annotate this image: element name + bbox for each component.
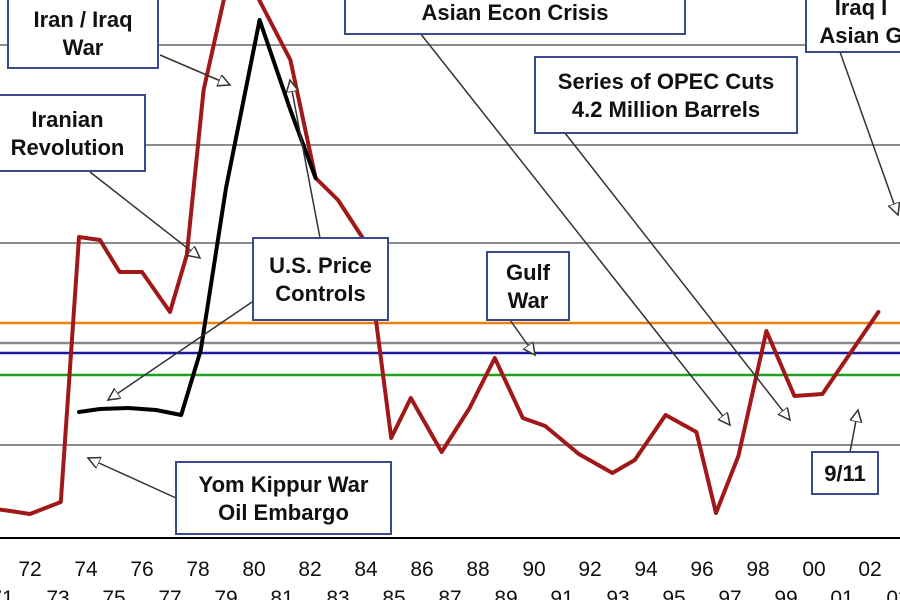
annotation-us-price-controls: U.S. Price Controls	[252, 237, 389, 321]
x-tick-label-upper-78: 78	[186, 558, 209, 581]
x-tick-label-upper-92: 92	[578, 558, 601, 581]
x-tick-label-upper-90: 90	[522, 558, 545, 581]
annotation-iran-iraq-war-text-1: War	[63, 35, 104, 60]
x-tick-label-lower-95: 95	[662, 587, 685, 600]
annotation-arrows	[88, 32, 898, 499]
annotation-opec-cuts-text-0: Series of OPEC Cuts	[558, 69, 774, 94]
annotation-iran-iraq-war-text-0: Iran / Iraq	[33, 7, 132, 32]
x-tick-label-lower-91: 91	[550, 587, 573, 600]
x-tick-label-lower-01: 01	[830, 587, 853, 600]
x-tick-label-lower-81: 81	[270, 587, 293, 600]
annotation-yom-kippur: Yom Kippur War Oil Embargo	[175, 461, 392, 535]
annotation-arrow-2	[419, 32, 730, 425]
series-line-controlled	[77, 18, 318, 417]
annotation-opec-cuts: Series of OPEC Cuts 4.2 Million Barrels	[534, 56, 798, 134]
annotation-us-price-controls-text-1: Controls	[275, 281, 365, 306]
annotation-arrow-9	[849, 410, 858, 453]
x-tick-label-lower-75: 75	[102, 587, 125, 600]
annotation-iranian-revolution: Iranian Revolution	[0, 94, 146, 172]
x-tick-label-upper-94: 94	[634, 558, 658, 581]
x-tick-label-lower-73: 73	[46, 587, 69, 600]
annotation-asian-econ-crisis-text-0: Asian Econ Crisis	[421, 0, 608, 25]
gridlines	[0, 44, 900, 446]
x-tick-label-lower-87: 87	[438, 587, 461, 600]
x-tick-label-upper-96: 96	[690, 558, 713, 581]
x-tick-label-upper-02: 02	[858, 558, 881, 581]
x-tick-label-lower-93: 93	[606, 587, 629, 600]
annotation-yom-kippur-text-0: Yom Kippur War	[199, 472, 369, 497]
x-tick-label-lower-71: 71	[0, 587, 14, 600]
data-series	[0, 0, 881, 516]
annotation-arrow-6	[108, 301, 253, 400]
annotation-arrow-5	[290, 80, 321, 239]
annotation-opec-cuts-text-1: 4.2 Million Barrels	[572, 97, 760, 122]
annotation-iraq-asian-text-1: Asian G	[819, 23, 900, 48]
x-tick-label-upper-76: 76	[130, 558, 153, 581]
x-tick-label-lower-79: 79	[214, 587, 237, 600]
x-tick-label-upper-98: 98	[746, 558, 769, 581]
annotation-arrow-3	[564, 132, 790, 420]
x-tick-label-upper-80: 80	[242, 558, 265, 581]
annotation-arrow-8	[88, 458, 177, 499]
annotation-911: 9/11	[811, 451, 879, 495]
x-tick-label-lower-03: 03	[886, 587, 900, 600]
annotation-iraq-asian-text-0: Iraq I	[835, 0, 888, 20]
x-tick-label-lower-89: 89	[494, 587, 517, 600]
annotation-arrow-4	[839, 51, 898, 215]
annotation-iran-iraq-war: Iran / Iraq War	[7, 0, 159, 69]
annotation-iranian-revolution-text-0: Iranian	[31, 107, 103, 132]
reference-lines	[0, 321, 900, 377]
annotation-gulf-war-text-0: Gulf	[506, 260, 551, 285]
x-tick-label-upper-72: 72	[18, 558, 41, 581]
annotation-yom-kippur-text-1: Oil Embargo	[218, 500, 349, 525]
x-tick-label-upper-84: 84	[354, 558, 378, 581]
annotation-asian-econ-crisis: Asian Econ Crisis	[344, 0, 686, 35]
annotation-arrow-0	[159, 54, 230, 85]
x-tick-label-upper-74: 74	[74, 558, 98, 581]
annotation-iranian-revolution-text-1: Revolution	[11, 135, 125, 160]
x-tick-label-lower-85: 85	[382, 587, 405, 600]
annotation-iraq-asian: Iraq I Asian G	[805, 0, 900, 53]
annotation-gulf-war: Gulf War	[486, 251, 570, 321]
x-tick-label-lower-97: 97	[718, 587, 741, 600]
annotation-gulf-war-text-1: War	[508, 288, 549, 313]
x-tick-label-lower-83: 83	[326, 587, 349, 600]
series-line-nominal	[0, 0, 881, 516]
annotation-arrow-1	[89, 171, 200, 258]
annotation-911-text-0: 9/11	[824, 461, 866, 486]
x-axis-ticks: 72 74 76 78 80 82 84 86 88 90 92 94 96 98 00 02 71 73 75 77…	[0, 558, 900, 600]
annotation-arrow-7	[509, 319, 535, 355]
x-tick-label-lower-77: 77	[158, 587, 181, 600]
x-tick-label-upper-82: 82	[298, 558, 321, 581]
x-tick-label-upper-86: 86	[410, 558, 433, 581]
annotations: Iran / Iraq War Asian Econ Crisis Iraq I Asi…	[0, 0, 900, 535]
x-tick-label-lower-99: 99	[774, 587, 797, 600]
annotation-us-price-controls-text-0: U.S. Price	[269, 253, 372, 278]
x-tick-label-upper-88: 88	[466, 558, 489, 581]
x-tick-label-upper-00: 00	[802, 558, 825, 581]
